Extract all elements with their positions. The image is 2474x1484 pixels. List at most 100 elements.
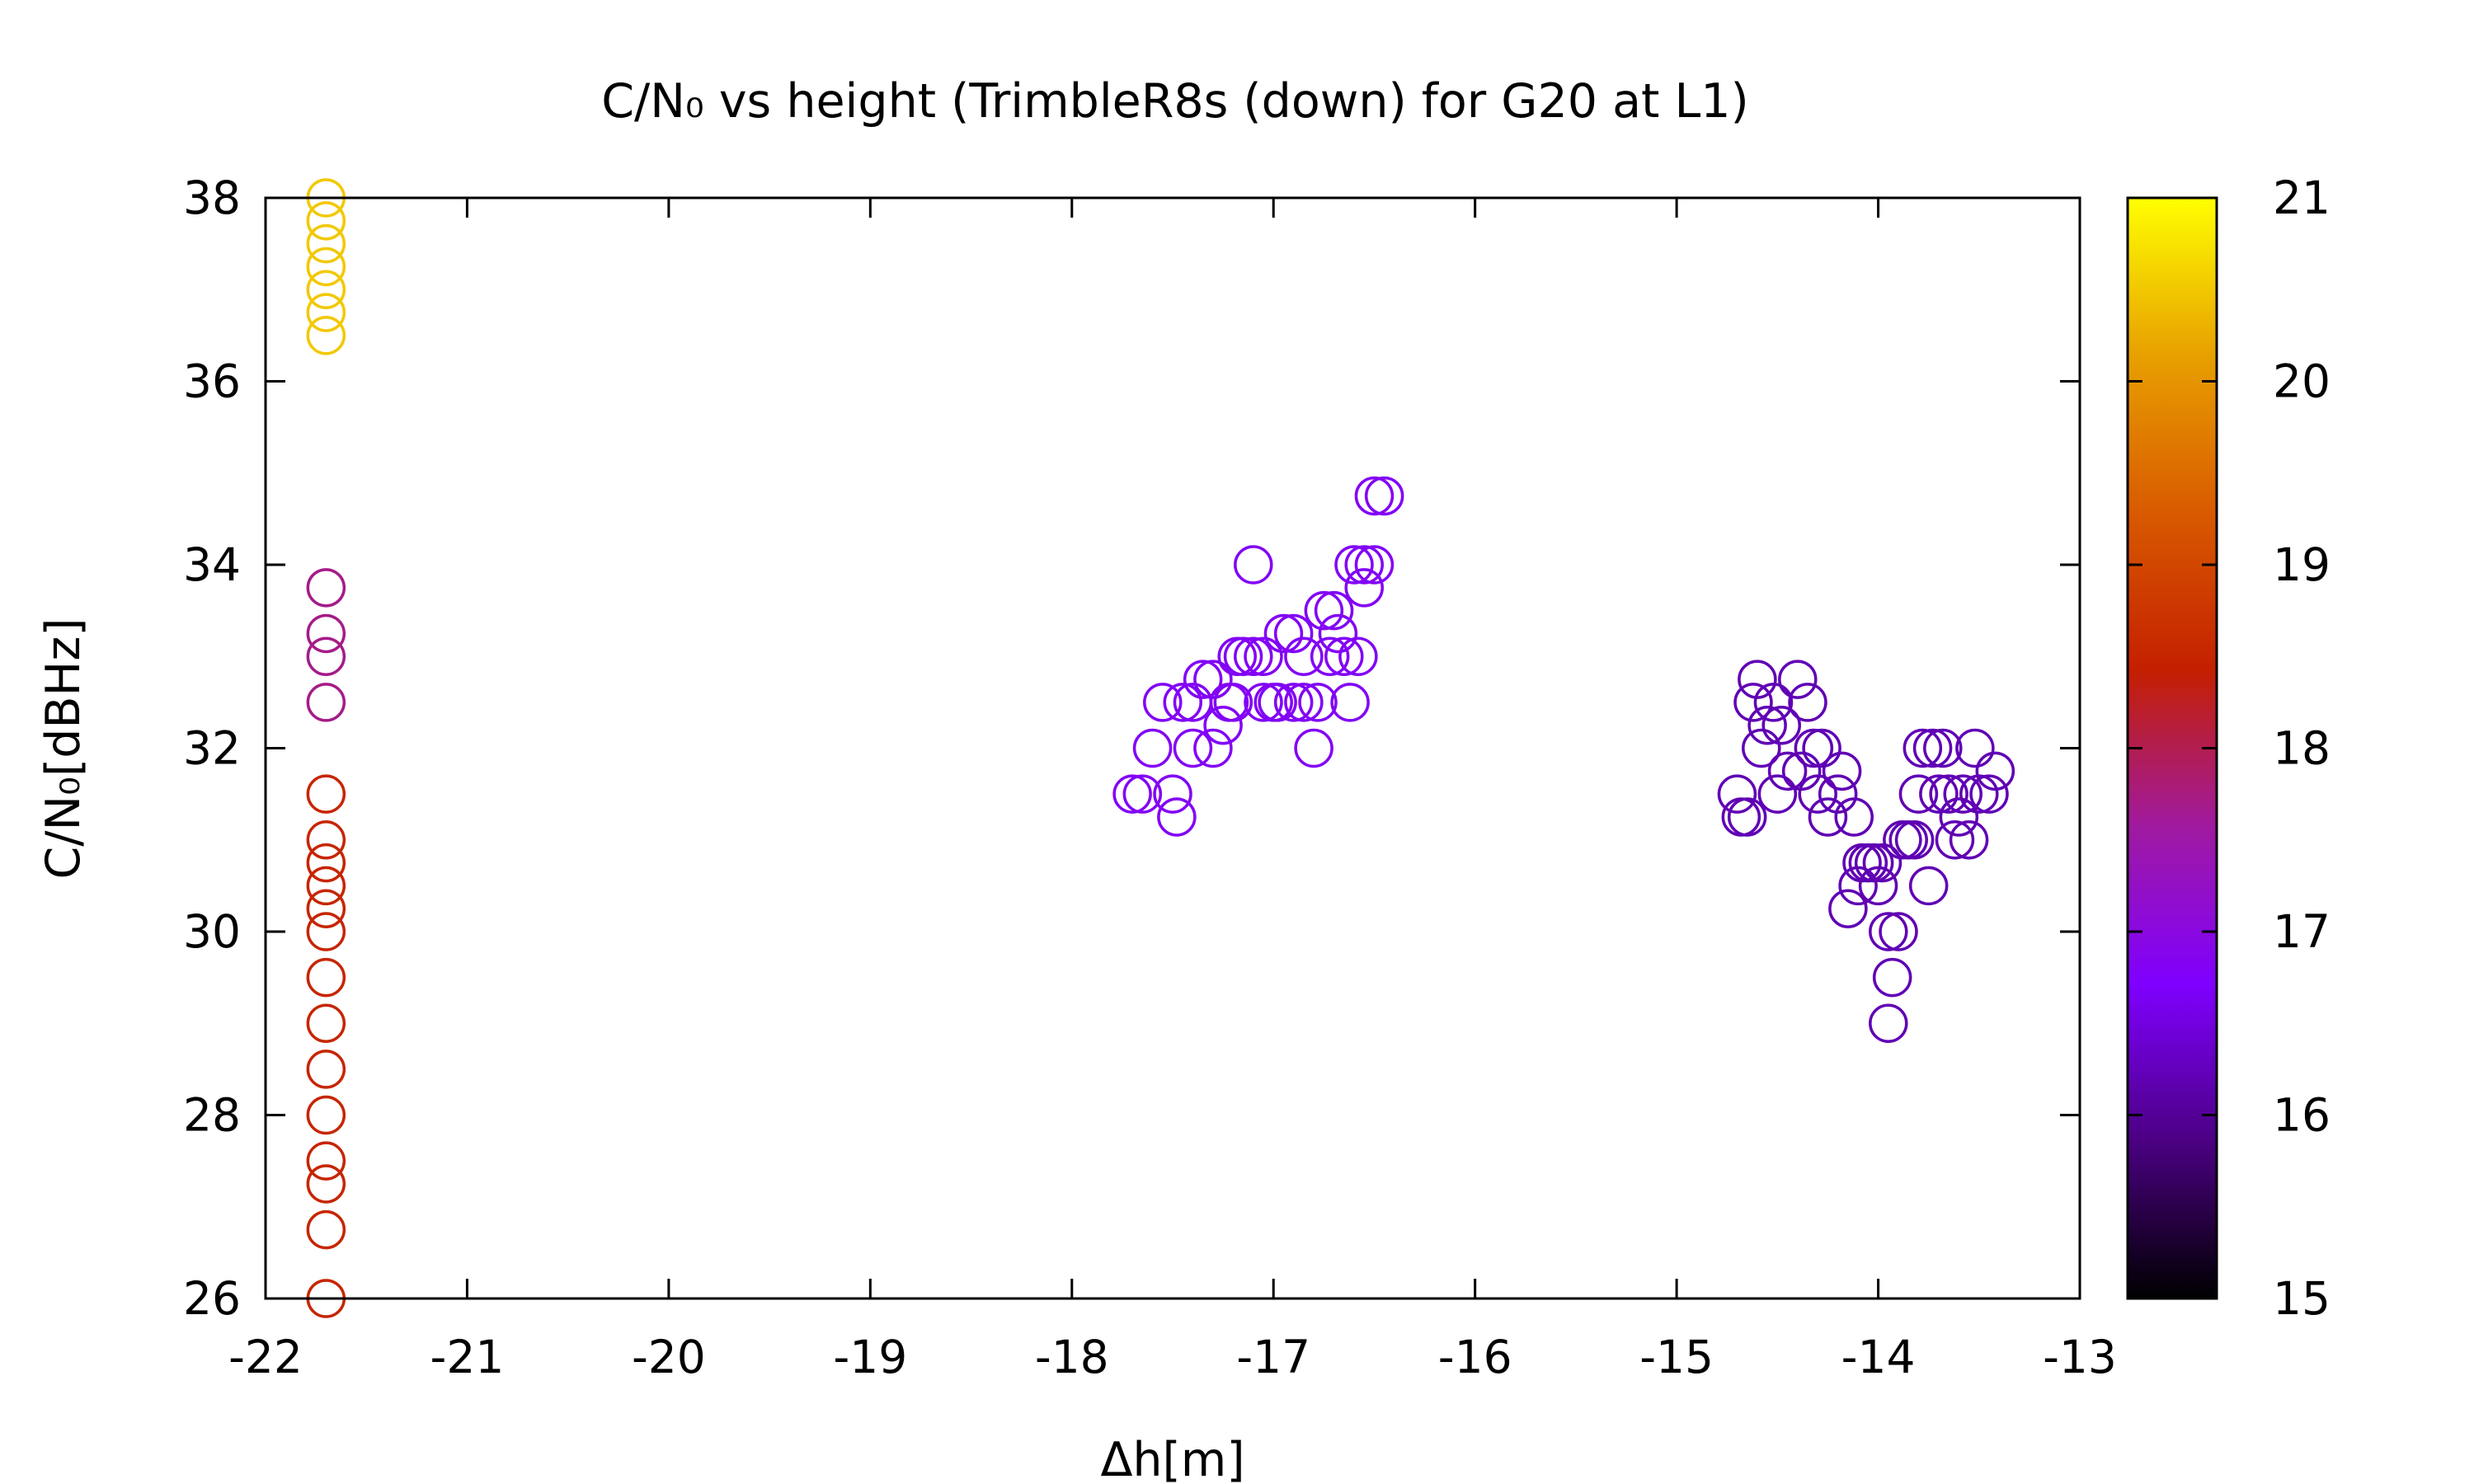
data-point <box>1778 660 1818 699</box>
data-point <box>306 1141 346 1181</box>
colorbar-tick-label: 18 <box>2273 722 2331 775</box>
data-point <box>1822 751 1862 791</box>
data-point <box>1808 797 1848 837</box>
data-point <box>306 889 346 928</box>
data-point <box>1879 912 1918 951</box>
data-point <box>306 270 346 309</box>
x-tick-label: -21 <box>430 1331 505 1383</box>
data-point <box>1869 912 1908 951</box>
y-tick-label: 28 <box>183 1089 241 1142</box>
data-point <box>1324 636 1364 676</box>
x-tick-label: -20 <box>632 1331 706 1383</box>
data-point <box>1828 889 1868 928</box>
data-point <box>306 1003 346 1043</box>
data-point <box>306 957 346 998</box>
data-point <box>1767 751 1808 791</box>
data-point <box>1163 683 1202 722</box>
data-point <box>1761 705 1801 745</box>
data-point <box>306 1164 346 1204</box>
y-tick-label: 26 <box>183 1272 241 1325</box>
data-point <box>1798 774 1837 814</box>
data-point <box>1929 774 1968 814</box>
data-point <box>1943 774 1982 814</box>
colorbar-tick-label: 17 <box>2273 905 2331 958</box>
data-point <box>306 293 346 332</box>
data-point <box>1258 683 1297 722</box>
data-point <box>306 843 346 883</box>
x-tick-label: -13 <box>2043 1331 2117 1383</box>
data-point <box>1802 728 1841 768</box>
data-point <box>1143 683 1183 722</box>
data-point <box>306 223 346 264</box>
x-tick-label: -16 <box>1438 1331 1512 1383</box>
data-point <box>1903 728 1943 768</box>
data-point <box>1757 774 1798 814</box>
data-point <box>1330 683 1370 722</box>
data-point <box>1912 728 1953 768</box>
data-point <box>1132 728 1173 768</box>
data-point <box>1273 683 1314 722</box>
colorbar-tick-label: 16 <box>2273 1089 2331 1142</box>
colorbar-ticks: 15 16 17 18 19 20 21 <box>2128 171 2331 1325</box>
data-point <box>1872 957 1912 998</box>
data-point <box>1354 545 1395 585</box>
data-point <box>1753 683 1794 722</box>
data-point <box>1318 613 1358 654</box>
y-tick-label: 36 <box>183 355 241 408</box>
data-point <box>306 866 346 906</box>
data-point <box>1794 728 1834 768</box>
colorbar-tick-label: 15 <box>2273 1272 2331 1325</box>
data-point <box>306 247 346 287</box>
colorbar-tick-label: 20 <box>2273 355 2331 408</box>
data-point <box>306 316 346 355</box>
data-point <box>306 1095 346 1135</box>
data-point <box>1935 820 1975 860</box>
data-point <box>1310 636 1350 676</box>
data-point <box>306 636 346 676</box>
data-point <box>1344 568 1384 608</box>
x-tick-label: -15 <box>1639 1331 1714 1383</box>
x-axis-label: Δh[m] <box>1100 1433 1244 1484</box>
data-point <box>1284 636 1324 676</box>
data-point <box>1862 843 1903 883</box>
data-point <box>1112 774 1152 814</box>
data-point <box>1298 683 1338 722</box>
data-point <box>1949 820 1989 860</box>
data-point <box>1869 1003 1908 1043</box>
data-point <box>306 1050 346 1089</box>
data-point <box>1894 820 1935 860</box>
data-point <box>1858 866 1898 906</box>
colorbar-tick-label: 19 <box>2273 538 2331 591</box>
data-point <box>1354 476 1395 516</box>
data-point <box>1234 545 1273 585</box>
x-tick-label: -14 <box>1841 1331 1916 1383</box>
y-tick-label: 34 <box>183 538 241 591</box>
data-point <box>1747 705 1787 745</box>
data-point <box>1213 683 1253 722</box>
data-point <box>1338 636 1378 676</box>
data-point <box>1183 660 1223 699</box>
data-point <box>1975 751 2015 791</box>
data-point <box>1908 866 1949 906</box>
colorbar-tick-label: 21 <box>2273 171 2331 224</box>
data-point <box>306 774 346 814</box>
data-point <box>306 613 346 654</box>
data-point <box>1263 613 1304 654</box>
data-point <box>306 683 346 722</box>
plot-frame <box>264 196 2081 1300</box>
data-point <box>1153 774 1192 814</box>
data-point <box>1193 728 1233 768</box>
x-tick-label: -19 <box>833 1331 907 1383</box>
data-point <box>1898 774 1939 814</box>
data-point <box>1284 683 1324 722</box>
data-point <box>1364 476 1404 516</box>
data-point <box>1244 683 1283 722</box>
data-point <box>1173 728 1213 768</box>
x-tick-label: -22 <box>228 1331 303 1383</box>
x-tick-label: -18 <box>1035 1331 1109 1383</box>
data-point <box>1742 728 1781 768</box>
y-tick-label: 32 <box>183 722 241 775</box>
y-tick-label: 38 <box>183 171 241 224</box>
x-tick-label: -17 <box>1236 1331 1310 1383</box>
